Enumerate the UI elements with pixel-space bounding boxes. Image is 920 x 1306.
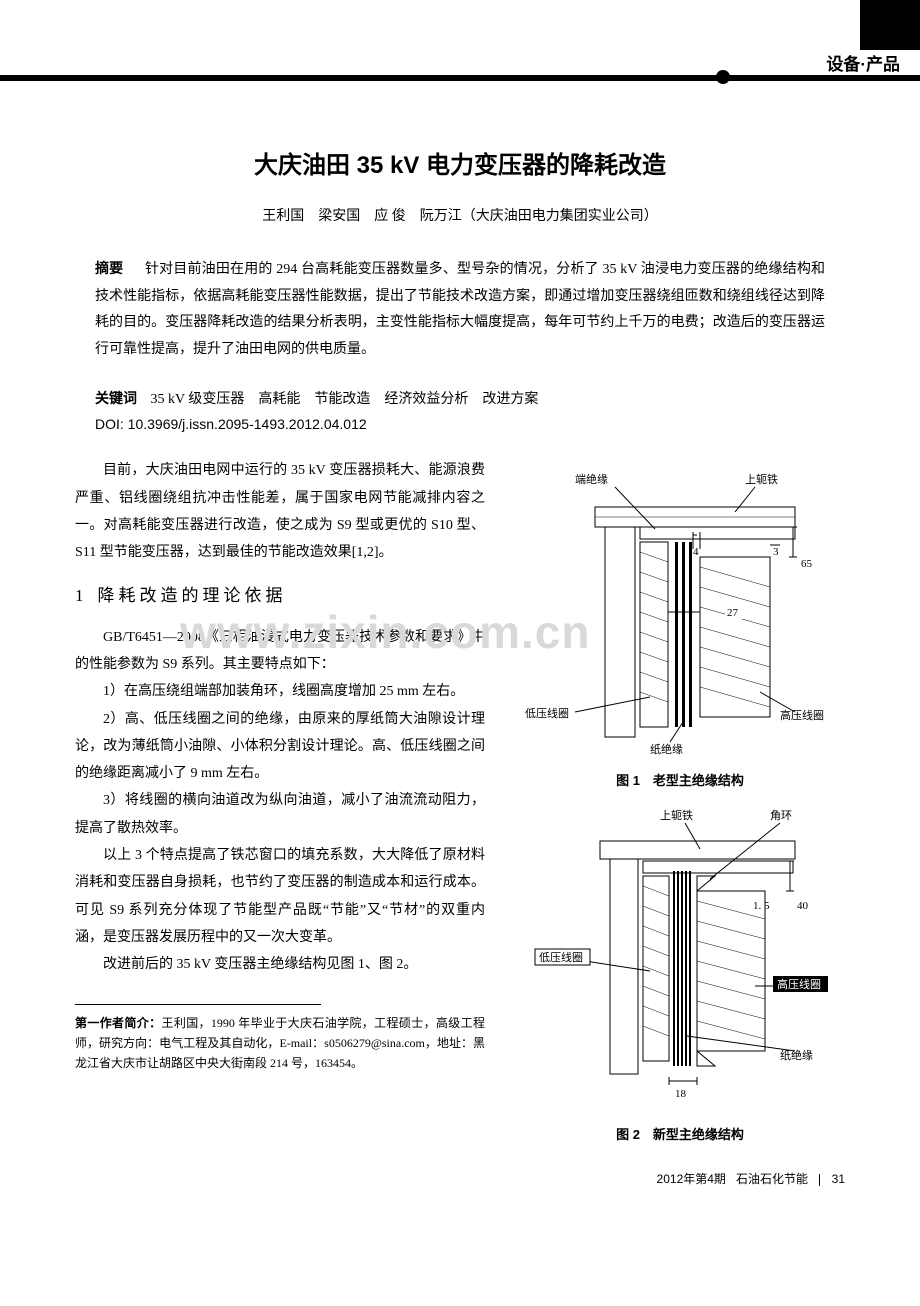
footnote-label: 第一作者简介： — [75, 1016, 161, 1030]
footnote: 第一作者简介：王利国，1990 年毕业于大庆石油学院，工程硕士，高级工程师，研究… — [75, 1013, 485, 1074]
keywords-line: 关键词 35 kV 级变压器 高耗能 节能改造 经济效益分析 改进方案 — [95, 388, 825, 408]
abstract-label: 摘要 — [95, 260, 123, 276]
dim-18: 18 — [675, 1088, 687, 1100]
footer-separator — [819, 1174, 820, 1186]
figure-1-caption: 图 1 老型主绝缘结构 — [515, 770, 845, 789]
label-upper-yoke-2: 上轭铁 — [660, 808, 693, 822]
abstract-text: 针对目前油田在用的 294 台高耗能变压器数量多、型号杂的情况，分析了 35 k… — [95, 262, 825, 357]
footer-issue: 2012年第4期 — [657, 1172, 726, 1186]
figure-2: 1. 5 40 18 上轭铁 — [515, 801, 835, 1116]
label-lv-coil-2: 低压线圈 — [539, 950, 583, 964]
figure-2-svg: 1. 5 40 18 上轭铁 — [515, 801, 835, 1111]
dim-3: 3 — [773, 546, 779, 558]
label-end-insulation: 端绝缘 — [575, 472, 608, 486]
label-hv-coil: 高压线圈 — [780, 708, 824, 722]
page-footer: 2012年第4期 石油石化节能 31 — [0, 1155, 920, 1207]
page-header: 设备·产品 — [0, 0, 920, 80]
section-title: 降耗改造的理论依据 — [98, 586, 287, 605]
figure-2-caption: 图 2 新型主绝缘结构 — [515, 1124, 845, 1143]
label-corner-ring: 角环 — [770, 809, 792, 822]
label-paper-insulation: 纸绝缘 — [650, 742, 683, 756]
paragraph: 1）在高压绕组端部加装角环，线圈高度增加 25 mm 左右。 — [75, 678, 485, 705]
dim-40: 40 — [797, 900, 809, 912]
right-column: 4 3 65 27 — [515, 457, 845, 1155]
figure-1-svg: 4 3 65 27 — [515, 457, 835, 757]
footer-journal: 石油石化节能 — [736, 1172, 808, 1186]
dim-27: 27 — [727, 607, 739, 619]
header-rule — [0, 75, 920, 81]
figure-1: 4 3 65 27 — [515, 457, 835, 762]
header-corner-block — [860, 0, 920, 50]
section-heading-1: 1 降耗改造的理论依据 — [75, 579, 485, 612]
label-upper-yoke: 上轭铁 — [745, 472, 778, 486]
keywords-label: 关键词 — [95, 390, 137, 406]
paragraph: 目前，大庆油田电网中运行的 35 kV 变压器损耗大、能源浪费严重、铝线圈绕组抗… — [75, 457, 485, 566]
paragraph: GB/T6451—2008《三相油浸式电力变压器技术参数和要求》中的性能参数为 … — [75, 624, 485, 679]
article-title: 大庆油田 35 kV 电力变压器的降耗改造 — [75, 145, 845, 180]
paragraph: 以上 3 个特点提高了铁芯窗口的填充系数，大大降低了原材料消耗和变压器自身损耗，… — [75, 842, 485, 951]
label-paper-insulation-2: 纸绝缘 — [780, 1048, 813, 1062]
paragraph: 2）高、低压线圈之间的绝缘，由原来的厚纸筒大油隙设计理论，改为薄纸筒小油隙、小体… — [75, 706, 485, 788]
keywords-items: 35 kV 级变压器 高耗能 节能改造 经济效益分析 改进方案 — [151, 392, 539, 407]
left-column: 目前，大庆油田电网中运行的 35 kV 变压器损耗大、能源浪费严重、铝线圈绕组抗… — [75, 457, 485, 1155]
paragraph: 3）将线圈的横向油道改为纵向油道，减小了油流流动阻力，提高了散热效率。 — [75, 787, 485, 842]
footnote-separator — [75, 1004, 321, 1005]
abstract-block: 摘要 针对目前油田在用的 294 台高耗能变压器数量多、型号杂的情况，分析了 3… — [95, 255, 825, 363]
dim-65: 65 — [801, 558, 813, 570]
section-number: 1 — [75, 586, 84, 605]
footer-page-number: 31 — [832, 1172, 845, 1186]
doi-line: DOI: 10.3969/j.issn.2095-1493.2012.04.01… — [95, 416, 825, 432]
dim-4: 4 — [693, 546, 699, 558]
label-hv-coil-2: 高压线圈 — [777, 977, 821, 991]
authors-line: 王利国 梁安国 应 俊 阮万江（大庆油田电力集团实业公司） — [75, 205, 845, 225]
section-label: 设备·产品 — [826, 50, 900, 75]
dim-1-5: 1. 5 — [753, 900, 770, 912]
label-lv-coil: 低压线圈 — [525, 706, 569, 720]
paragraph: 改进前后的 35 kV 变压器主绝缘结构见图 1、图 2。 — [75, 951, 485, 978]
